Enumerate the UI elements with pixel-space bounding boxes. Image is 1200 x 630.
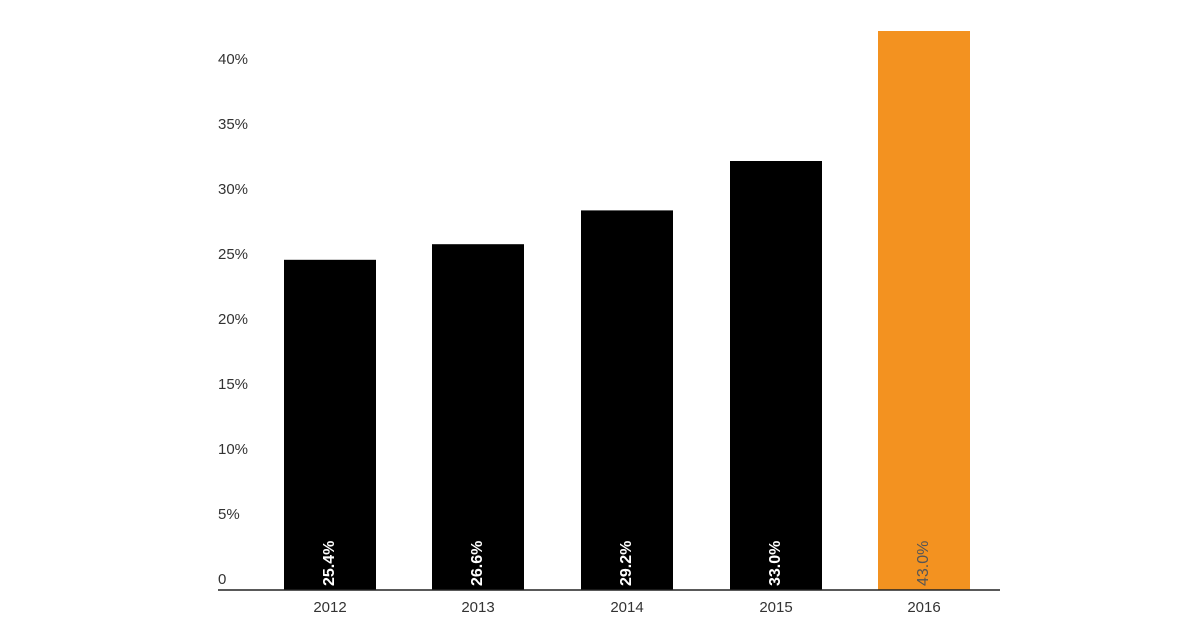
bar [284,259,376,590]
value-label: 26.6% [469,541,486,586]
y-tick-label: 35% [218,116,248,133]
y-tick-label: 10% [218,441,248,458]
x-tick-label: 2012 [313,599,346,616]
bar [432,244,524,590]
value-label: 25.4% [321,541,338,586]
x-tick-label: 2013 [461,599,494,616]
y-tick-label: 30% [218,181,248,198]
y-tick-label: 15% [218,376,248,393]
y-tick-label: 25% [218,246,248,263]
y-tick-label: 20% [218,311,248,328]
y-tick-label: 40% [218,51,248,68]
x-tick-label: 2016 [907,599,940,616]
x-tick-label: 2014 [610,599,643,616]
value-label: 29.2% [618,541,635,586]
y-tick-label: 0 [218,571,226,588]
bar [730,161,822,590]
value-label: 43.0% [915,541,932,586]
bar [878,31,970,590]
value-label: 33.0% [767,541,784,586]
bar [581,210,673,590]
x-tick-label: 2015 [759,599,792,616]
y-tick-label: 5% [218,506,240,523]
